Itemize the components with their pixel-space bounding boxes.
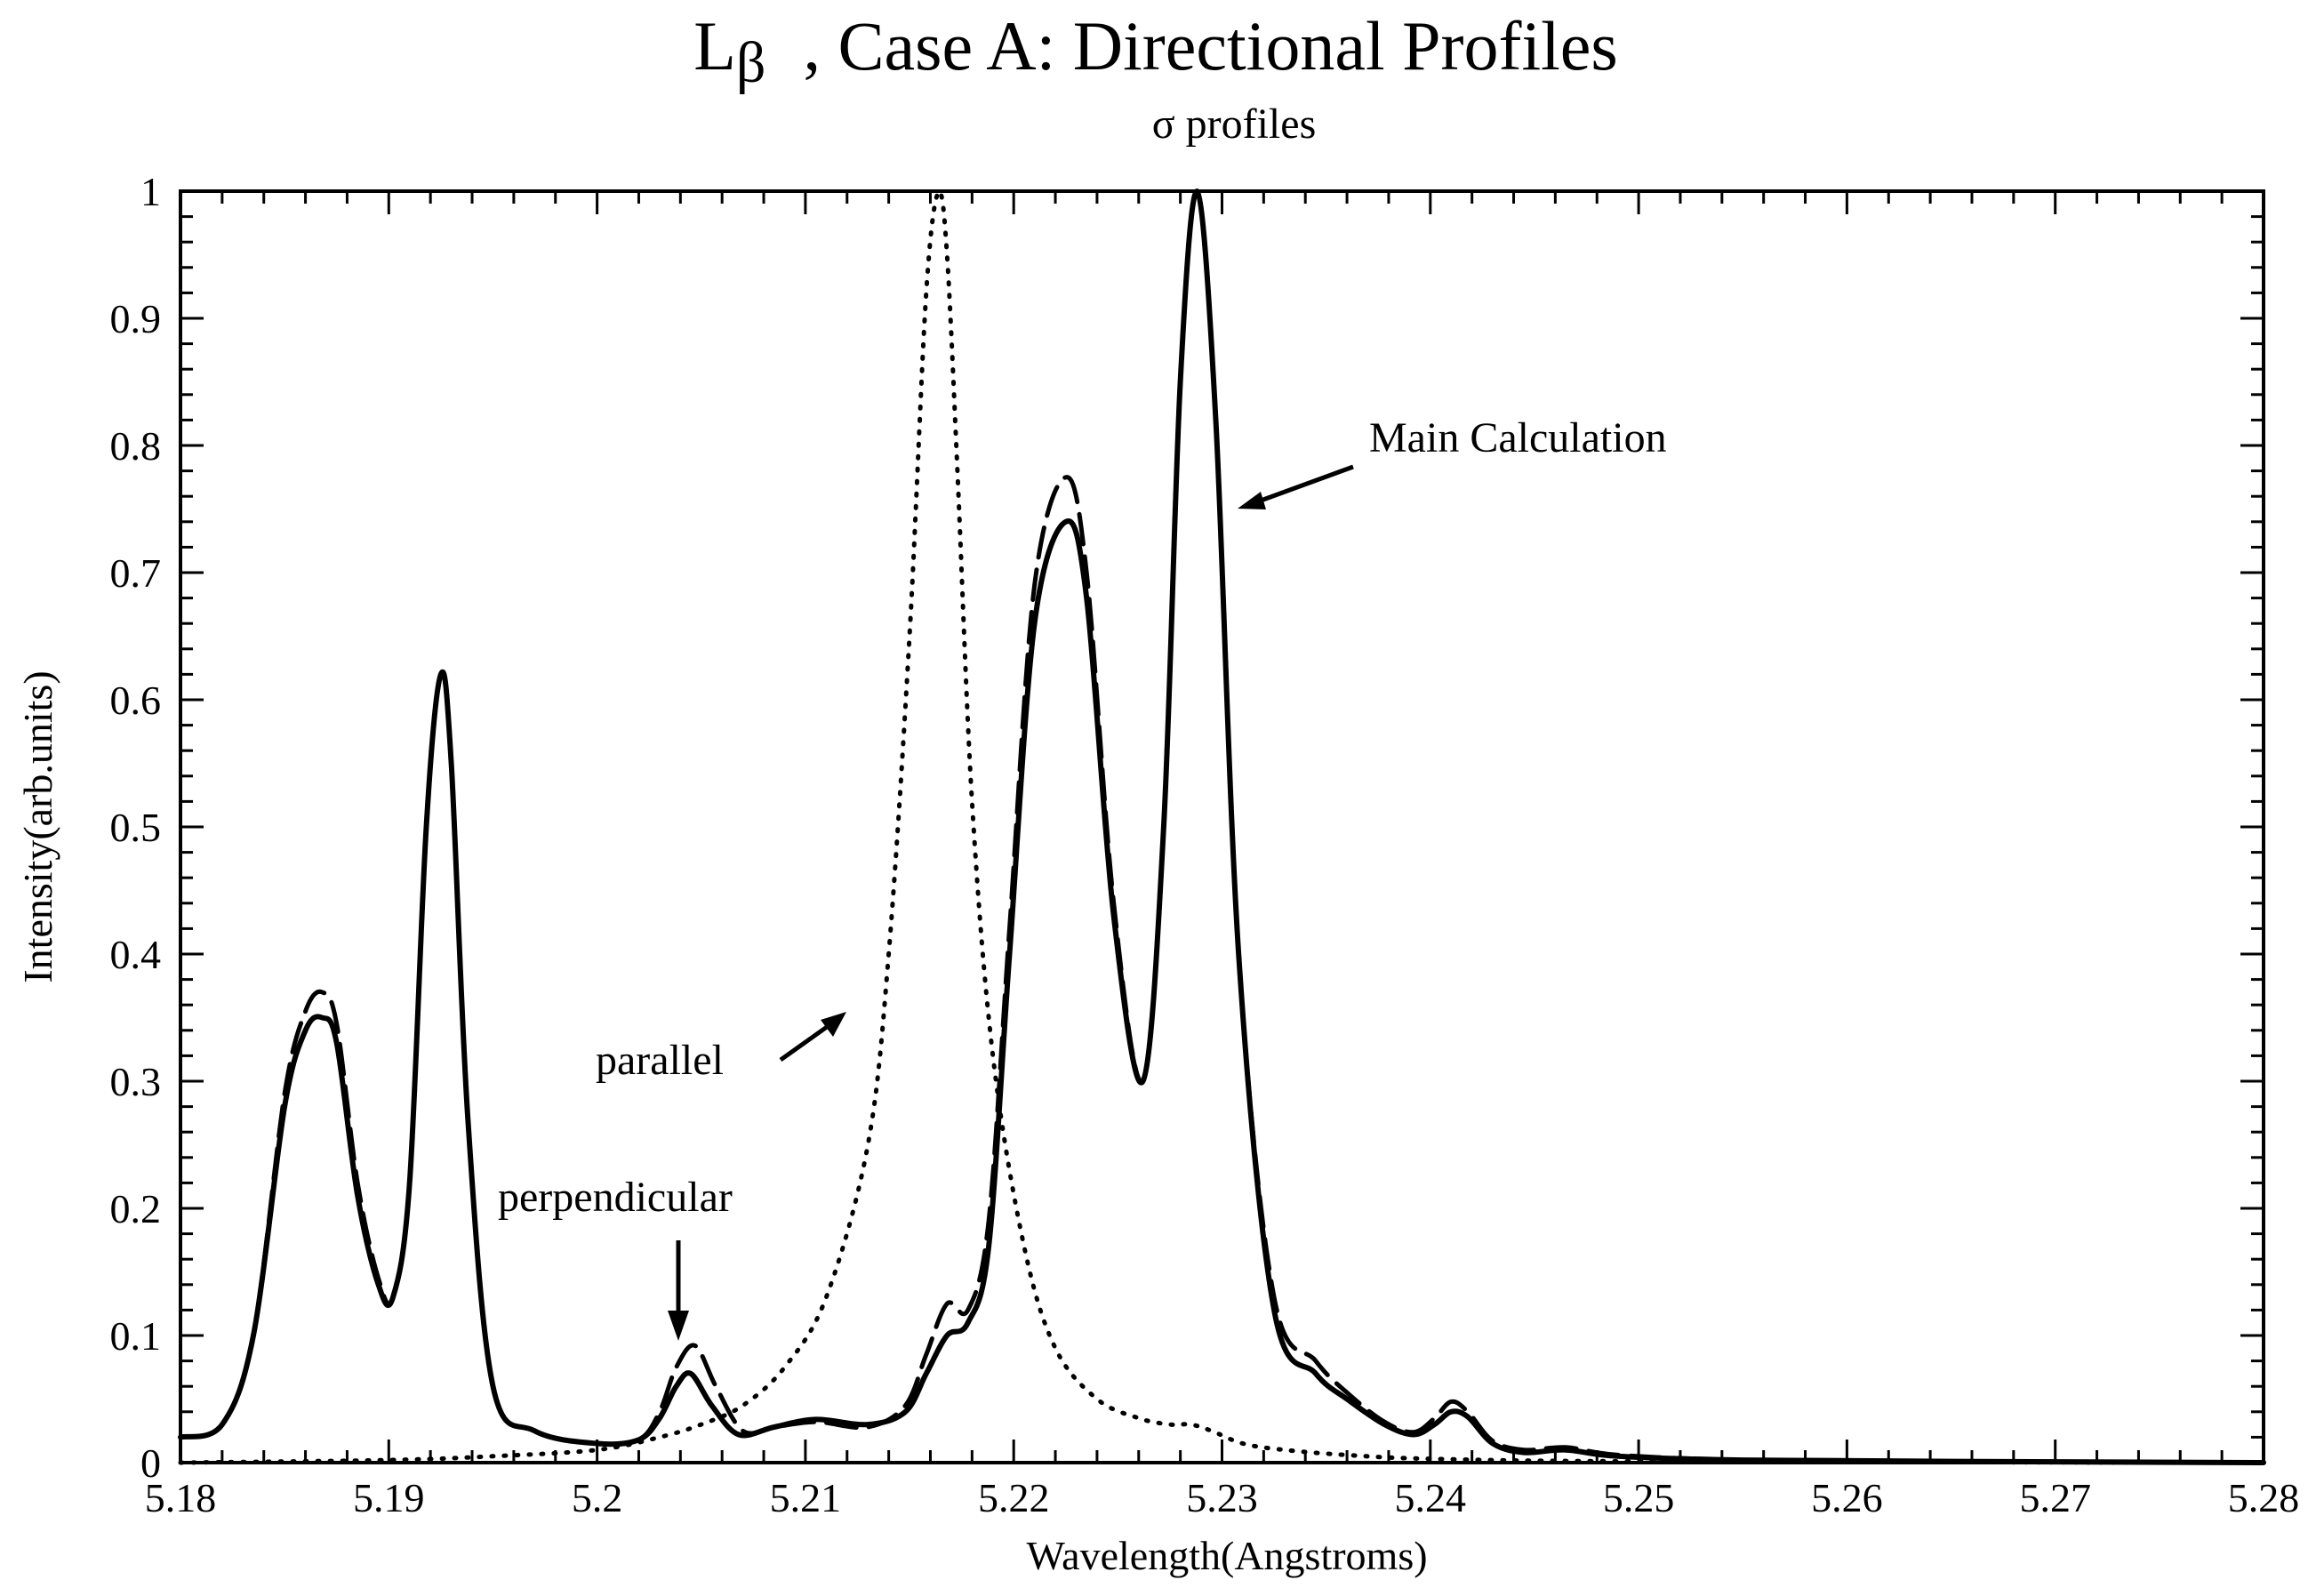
x-axis-label: Wavelength(Angstroms) bbox=[1026, 1533, 1427, 1578]
y-tick-label: 0.2 bbox=[110, 1186, 162, 1231]
series-group bbox=[178, 188, 2266, 1465]
series-parallel bbox=[178, 188, 2266, 1465]
chart-title-main: L bbox=[693, 7, 736, 84]
x-tick-label: 5.24 bbox=[1395, 1475, 1467, 1520]
x-tick-label: 5.18 bbox=[145, 1475, 217, 1520]
chart-title-rest: , Case A: Directional Profiles bbox=[803, 7, 1617, 84]
axis-ticks bbox=[179, 189, 2265, 1464]
annotation-perpendicular-label: perpendicular bbox=[498, 1174, 733, 1221]
x-tick-label: 5.23 bbox=[1186, 1475, 1258, 1520]
annotation-parallel: parallel bbox=[596, 1012, 846, 1084]
series-perpendicular bbox=[178, 188, 2266, 1465]
chart-subtitle: σ profiles bbox=[1152, 100, 1317, 148]
annotation-perpendicular-arrowhead bbox=[668, 1311, 689, 1341]
annotation-main-calculation-arrow bbox=[1260, 464, 1354, 503]
y-axis-label: Intensity(arb.units) bbox=[15, 670, 60, 982]
annotation-parallel-arrow bbox=[779, 1024, 829, 1063]
x-tick-label: 5.28 bbox=[2228, 1475, 2300, 1520]
y-tick-label: 0.1 bbox=[110, 1313, 162, 1359]
y-tick-label: 0.7 bbox=[110, 550, 162, 596]
plot-frame bbox=[179, 189, 2265, 1464]
y-tick-label: 0.4 bbox=[110, 932, 162, 977]
y-tick-label: 0.6 bbox=[110, 678, 162, 723]
annotation-main-calculation-label: Main Calculation bbox=[1369, 414, 1667, 461]
y-tick-label: 0 bbox=[140, 1440, 161, 1486]
annotation-perpendicular: perpendicular bbox=[498, 1174, 733, 1341]
x-tick-label: 5.26 bbox=[1811, 1475, 1883, 1520]
annotation-main-calculation-arrowhead bbox=[1238, 492, 1266, 509]
chart-title-greek: β bbox=[736, 30, 766, 95]
x-tick-label: 5.2 bbox=[572, 1475, 623, 1520]
x-tick-label: 5.25 bbox=[1603, 1475, 1675, 1520]
y-tick-label: 0.8 bbox=[110, 423, 162, 469]
annotation-parallel-arrowhead bbox=[821, 1012, 846, 1037]
series-main-calculation bbox=[178, 188, 2266, 1465]
x-tick-label: 5.19 bbox=[353, 1475, 425, 1520]
x-tick-labels: 5.18 5.19 5.2 5.21 5.22 5.23 5.24 5.25 5.26 5.27 5… bbox=[145, 1475, 2300, 1520]
y-tick-labels: 0 0.1 0.2 0.3 0.4 0.5 0.6 0.7 0.8 0.9 1 bbox=[110, 169, 162, 1486]
y-tick-label: 1 bbox=[140, 169, 161, 214]
chart-title: Lβ , Case A: Directional Profiles bbox=[693, 7, 1618, 95]
annotation-parallel-label: parallel bbox=[596, 1037, 724, 1084]
y-tick-label: 0.9 bbox=[110, 296, 162, 341]
annotation-main-calculation: Main Calculation bbox=[1238, 414, 1667, 509]
x-tick-label: 5.22 bbox=[978, 1475, 1050, 1520]
x-tick-label: 5.21 bbox=[770, 1475, 842, 1520]
y-tick-label: 0.3 bbox=[110, 1059, 162, 1104]
x-tick-label: 5.27 bbox=[2019, 1475, 2091, 1520]
y-tick-label: 0.5 bbox=[110, 805, 162, 850]
